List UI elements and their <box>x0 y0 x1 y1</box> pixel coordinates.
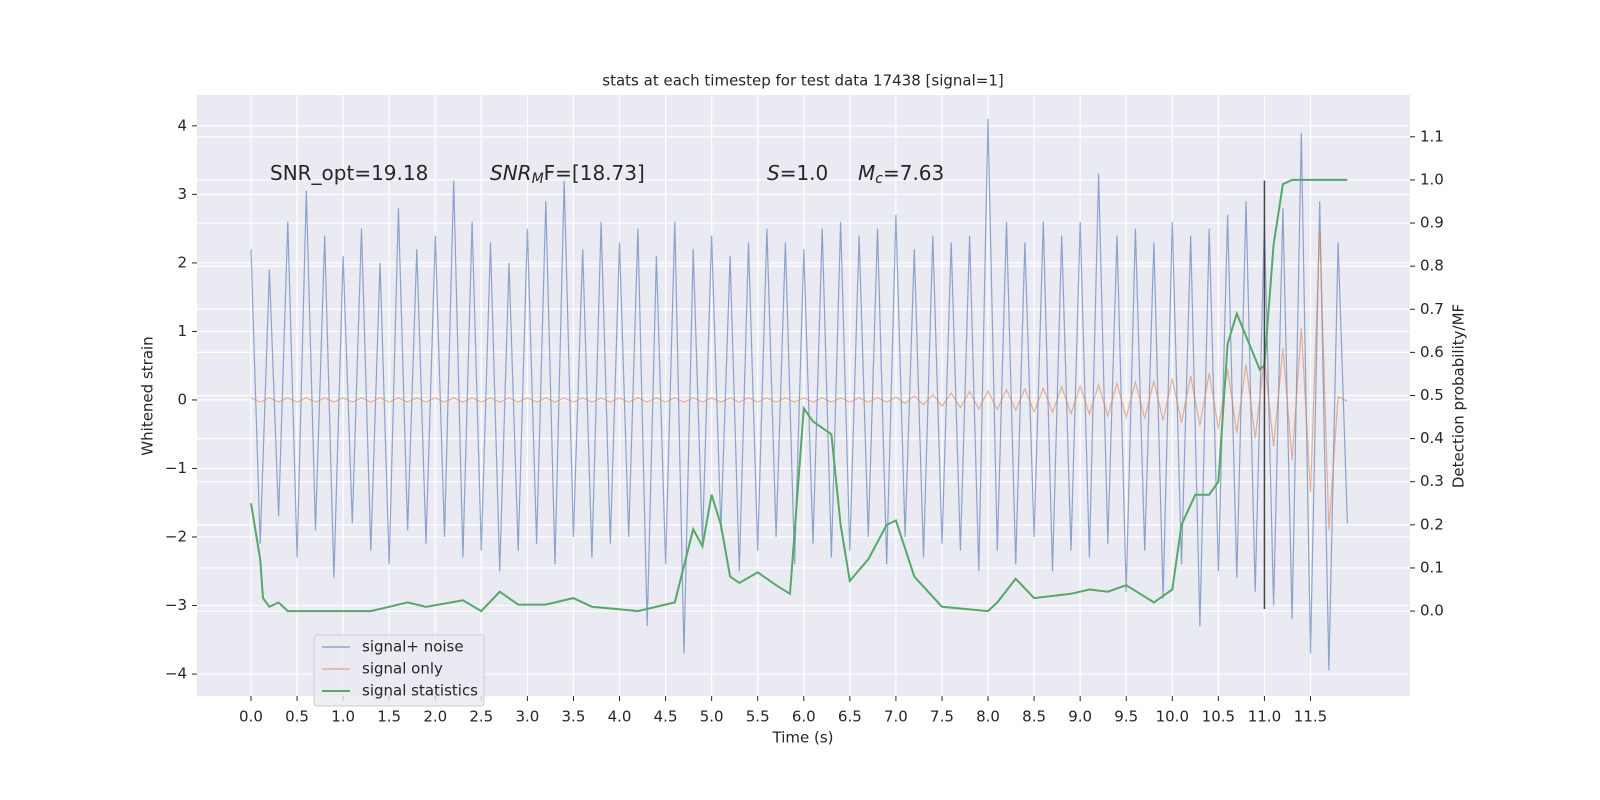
x-tick-label: 3.5 <box>562 708 586 726</box>
y2-tick-label: 0.8 <box>1420 257 1444 275</box>
series-line <box>250 228 1348 531</box>
y2-tick-label: 1.0 <box>1420 170 1444 188</box>
y2-tick-label: 0.2 <box>1420 515 1444 533</box>
annotation: SNR_opt=19.18 <box>270 161 428 185</box>
x-tick-label: 9.0 <box>1068 708 1092 726</box>
y2-axis-label: Detection probability/MF <box>1450 304 1468 488</box>
x-tick-label: 4.5 <box>654 708 678 726</box>
y-tick-label: 0 <box>177 390 187 408</box>
annotation-rest: =1.0 <box>780 161 829 185</box>
y-axis-label: Whitened strain <box>139 336 157 455</box>
legend-label: signal+ noise <box>362 638 464 656</box>
x-tick-label: 9.5 <box>1114 708 1138 726</box>
y2-tick-label: 0.3 <box>1420 472 1444 490</box>
x-tick-label: 0.0 <box>239 708 263 726</box>
x-tick-label: 7.0 <box>884 708 908 726</box>
x-tick-label: 8.0 <box>976 708 1000 726</box>
y-tick-label: −4 <box>165 665 187 683</box>
annotation-sub: c <box>875 171 883 187</box>
y2-tick-label: 0.1 <box>1420 558 1444 576</box>
legend-label: signal statistics <box>362 682 478 700</box>
y-tick-label: 4 <box>177 116 187 134</box>
y-tick-label: 3 <box>177 185 187 203</box>
legend-box <box>313 634 485 707</box>
annotation-rest: F=[18.73] <box>544 161 645 185</box>
x-tick-label: 11.5 <box>1294 708 1327 726</box>
x-axis-label: Time (s) <box>772 729 834 747</box>
annotation-sub: M <box>532 171 544 187</box>
x-tick-label: 8.5 <box>1022 708 1046 726</box>
y-tick-label: −1 <box>165 459 187 477</box>
annotation-main: SNR_opt=19.18 <box>270 161 428 185</box>
series-line <box>250 178 1348 613</box>
annotation-rest: =7.63 <box>883 161 944 185</box>
annotation-main: M <box>858 161 875 185</box>
y2-tick-label: 0.7 <box>1420 300 1444 318</box>
x-tick-label: 5.5 <box>746 708 770 726</box>
x-tick-label: 7.5 <box>930 708 954 726</box>
legend: signal+ noise signal only signal statistic… <box>313 634 485 707</box>
x-tick-label: 11.0 <box>1248 708 1281 726</box>
x-tick-label: 6.5 <box>838 708 862 726</box>
legend-label: signal only <box>362 660 443 678</box>
x-tick-label: 10.0 <box>1156 708 1189 726</box>
x-tick-label: 10.5 <box>1202 708 1235 726</box>
x-tick-label: 5.0 <box>700 708 724 726</box>
x-tick-label: 6.0 <box>792 708 816 726</box>
annotation-main: S <box>767 161 780 185</box>
annotation: Mc=7.63 <box>858 161 944 188</box>
x-tick-label: 2.5 <box>469 708 493 726</box>
y2-tick-label: 0.9 <box>1420 214 1444 232</box>
y-tick-label: −2 <box>165 528 187 546</box>
y-tick-label: −3 <box>165 596 187 614</box>
x-tick-label: 2.0 <box>423 708 447 726</box>
y2-tick-label: 0.0 <box>1420 602 1444 620</box>
x-tick-label: 1.5 <box>377 708 401 726</box>
chart-title: stats at each timestep for test data 174… <box>602 72 1003 90</box>
y2-tick-label: 0.6 <box>1420 343 1444 361</box>
x-tick-label: 0.5 <box>285 708 309 726</box>
annotation: S=1.0 <box>767 161 828 185</box>
annotation-main: SNR <box>490 161 532 185</box>
y2-tick-label: 0.5 <box>1420 386 1444 404</box>
series-line <box>250 118 1348 671</box>
y-tick-label: 2 <box>177 253 187 271</box>
y2-tick-label: 1.1 <box>1420 127 1444 145</box>
y2-tick-label: 0.4 <box>1420 429 1444 447</box>
x-tick-label: 3.0 <box>515 708 539 726</box>
annotation: SNRMF=[18.73] <box>490 161 645 188</box>
x-tick-label: 4.0 <box>608 708 632 726</box>
x-tick-label: 1.0 <box>331 708 355 726</box>
y-tick-label: 1 <box>177 322 187 340</box>
